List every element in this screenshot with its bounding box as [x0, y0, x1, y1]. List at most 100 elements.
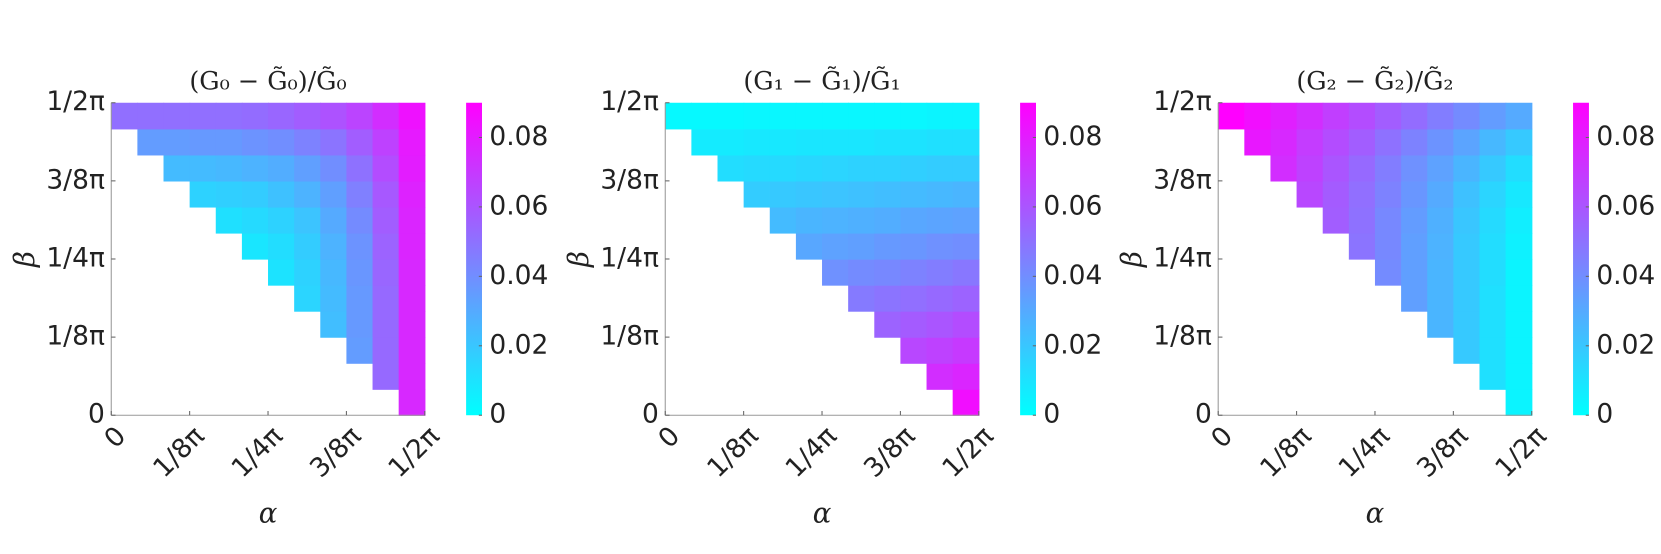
heatmap-cell [1479, 180, 1507, 208]
heatmap-cell [1322, 180, 1350, 208]
heatmap-cell [1374, 102, 1402, 130]
heatmap-cell [1244, 102, 1272, 130]
heatmap-cell [398, 180, 426, 208]
y-tick-label: 3/8π [1153, 164, 1212, 195]
heatmap-cell [1453, 102, 1481, 130]
heatmap-cell [346, 232, 374, 260]
heatmap-cell [900, 232, 928, 260]
heatmap-cell [189, 154, 217, 182]
heatmap-cell [795, 232, 823, 260]
heatmap-cell [1479, 363, 1507, 390]
heatmap-cell [398, 232, 426, 260]
heatmap-cell [398, 337, 426, 364]
heatmap-cell [320, 102, 348, 130]
heatmap-cell [926, 180, 954, 208]
heatmap-cell [372, 337, 400, 364]
heatmap-cell [346, 154, 374, 182]
colorbar [1020, 102, 1036, 416]
heatmap-cell [769, 180, 797, 208]
heatmap-cell [795, 154, 823, 182]
heatmap-cell [268, 232, 295, 260]
heatmap-cell [1427, 102, 1454, 130]
heatmap-cell [215, 102, 243, 130]
heatmap-cell [137, 128, 165, 156]
heatmap-cell [822, 128, 849, 156]
heatmap-cell [952, 258, 980, 286]
heatmap-cell [717, 102, 745, 130]
heatmap-cell [691, 102, 719, 130]
heatmap-cell [900, 311, 928, 338]
heatmap-cell [241, 128, 269, 156]
y-tick-label: 0 [1195, 399, 1212, 430]
heatmap-cell [1270, 102, 1298, 130]
heatmap-cell [320, 232, 348, 260]
heatmap-cell [1374, 128, 1402, 156]
colorbar-tick-label: 0.02 [489, 329, 548, 360]
heatmap-cell [163, 102, 191, 130]
heatmap-cell [346, 285, 374, 312]
heatmap-cell [822, 206, 849, 234]
y-tick-label: 1/4π [600, 242, 659, 273]
heatmap-cell [1348, 154, 1376, 182]
y-tick-label: 1/8π [46, 321, 105, 352]
heatmap-cell [874, 102, 902, 130]
heatmap-cell [952, 232, 980, 260]
heatmap-cell [1479, 232, 1507, 260]
heatmap-cell [1453, 258, 1481, 286]
y-tick-label: 1/4π [46, 242, 105, 273]
x-axis-label: α [259, 497, 278, 529]
heatmap-cell [1479, 337, 1507, 364]
heatmap-cell [346, 337, 374, 364]
heatmap-cell [1270, 128, 1298, 156]
y-tick-label: 1/4π [1153, 242, 1212, 273]
colorbar-tick-label: 0.02 [1043, 329, 1102, 360]
heatmap-cell [1427, 258, 1454, 286]
heatmap-cell [1505, 180, 1533, 208]
heatmap-cell [1322, 128, 1350, 156]
heatmap-cell [1401, 154, 1428, 182]
heatmap-cell [1401, 258, 1428, 286]
heatmap-cell [320, 285, 348, 312]
heatmap-cell [1453, 206, 1481, 234]
heatmap-cell [848, 154, 875, 182]
heatmap-cell [1453, 285, 1481, 312]
y-tick-label: 1/8π [600, 321, 659, 352]
heatmap-cell [900, 180, 928, 208]
heatmap-cell [1453, 128, 1481, 156]
heatmap-cell [320, 128, 348, 156]
heatmap-cell [268, 180, 295, 208]
heatmap-cell [926, 311, 954, 338]
heatmap-cell [874, 154, 902, 182]
heatmap-cell [1296, 102, 1324, 130]
heatmap-cell [294, 206, 321, 234]
heatmap-cell [1296, 154, 1324, 182]
heatmap-cell [398, 285, 426, 312]
heatmap-cell [294, 128, 321, 156]
heatmap-cell [822, 102, 849, 130]
heatmap-cell [398, 389, 426, 416]
heatmap-cell [1348, 102, 1376, 130]
heatmap-cell [874, 285, 902, 312]
heatmap-cell [926, 285, 954, 312]
heatmap-cell [848, 180, 875, 208]
y-axis-label: β [9, 251, 41, 268]
colorbar-tick-label: 0.04 [489, 260, 548, 291]
heatmap-cell [926, 258, 954, 286]
heatmap-cell [743, 154, 771, 182]
heatmap-cell [952, 337, 980, 364]
heatmap-cell [346, 206, 374, 234]
heatmap-cell [1505, 102, 1533, 130]
heatmap-cell [320, 258, 348, 286]
heatmap-cell [372, 206, 400, 234]
heatmap-cell [215, 206, 243, 234]
x-tick-label: 3/8π [1411, 420, 1474, 483]
heatmap-cell [1453, 311, 1481, 338]
colorbar [1573, 102, 1589, 416]
heatmap-cell [215, 128, 243, 156]
x-tick-label: 1/4π [1332, 420, 1395, 483]
heatmap-cell [241, 102, 269, 130]
heatmap-cell [795, 128, 823, 156]
heatmap-cell [848, 102, 875, 130]
heatmap-cell [1296, 128, 1324, 156]
